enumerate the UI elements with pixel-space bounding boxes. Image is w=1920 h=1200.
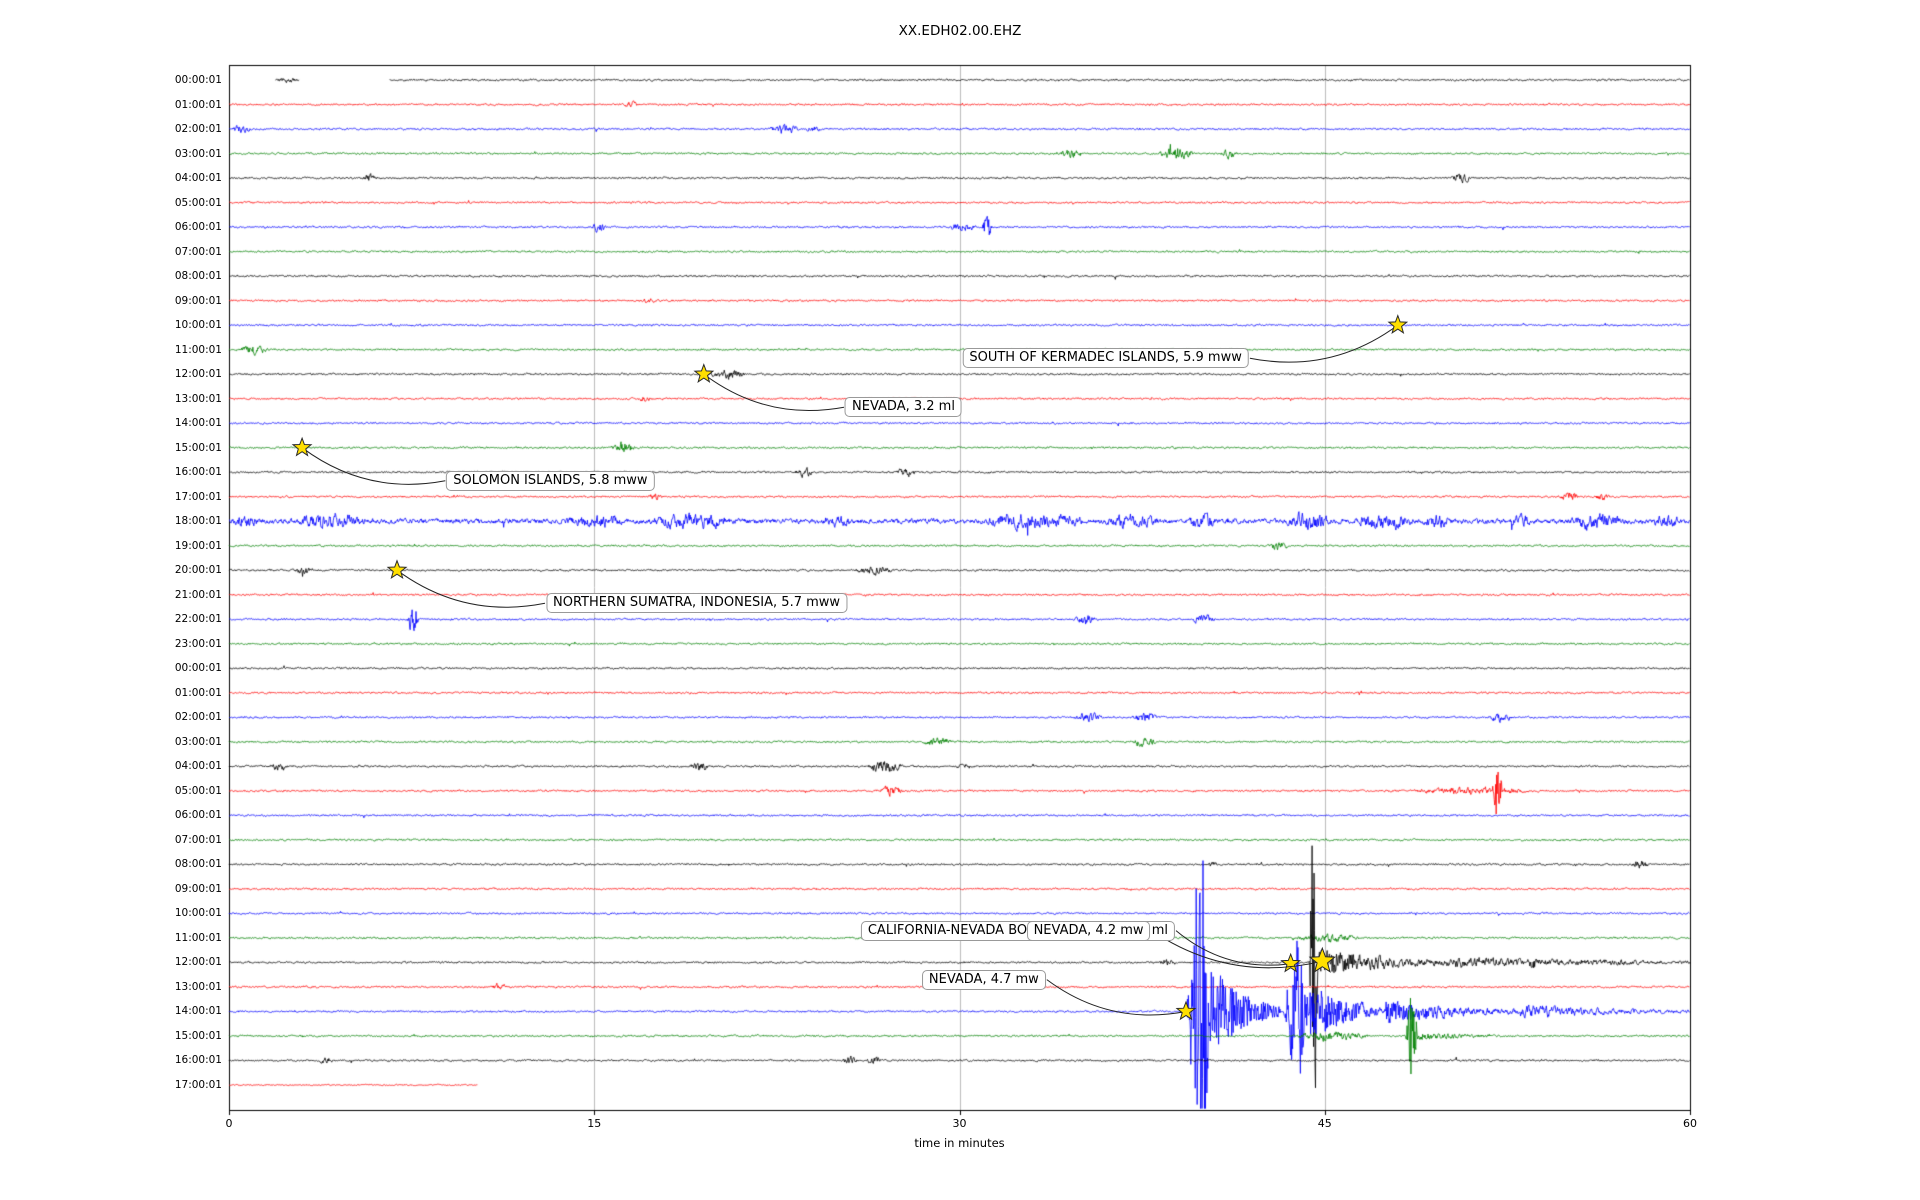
row-time-label: 23:00:01 bbox=[174, 637, 222, 650]
x-tick-label: 15 bbox=[587, 1117, 602, 1130]
row-time-label: 02:00:01 bbox=[174, 123, 222, 136]
row-time-label: 09:00:01 bbox=[174, 294, 222, 307]
row-time-label: 00:00:01 bbox=[174, 74, 222, 86]
event-label: NORTHERN SUMATRA, INDONESIA, 5.7 mww bbox=[545, 593, 848, 614]
event-label: SOUTH OF KERMADEC ISLANDS, 5.9 mww bbox=[962, 348, 1249, 369]
event-star bbox=[291, 436, 313, 457]
row-time-label: 05:00:01 bbox=[174, 196, 222, 209]
row-time-label: 17:00:01 bbox=[174, 490, 222, 503]
figure-title: XX.EDH02.00.EHZ bbox=[898, 23, 1022, 39]
row-time-label: 01:00:01 bbox=[174, 686, 222, 699]
event-label: SOLOMON ISLANDS, 5.8 mww bbox=[446, 470, 655, 491]
row-time-label: 05:00:01 bbox=[174, 784, 222, 797]
row-time-label: 16:00:01 bbox=[174, 466, 222, 479]
row-time-label: 02:00:01 bbox=[174, 711, 222, 724]
row-time-label: 14:00:01 bbox=[174, 1005, 222, 1018]
row-time-label: 08:00:01 bbox=[174, 270, 222, 283]
row-time-label: 15:00:01 bbox=[174, 1029, 222, 1042]
event-leader-line bbox=[1175, 930, 1291, 966]
row-time-label: 17:00:01 bbox=[174, 1079, 222, 1091]
row-time-label: 01:00:01 bbox=[174, 98, 222, 111]
row-time-label: 13:00:01 bbox=[174, 980, 222, 993]
x-tick-label: 30 bbox=[952, 1117, 967, 1130]
row-time-label: 03:00:01 bbox=[174, 735, 222, 748]
row-time-label: 06:00:01 bbox=[174, 809, 222, 822]
row-time-label: 08:00:01 bbox=[174, 858, 222, 871]
row-time-label: 19:00:01 bbox=[174, 539, 222, 552]
row-time-label: 12:00:01 bbox=[174, 368, 222, 381]
row-time-label: 11:00:01 bbox=[174, 931, 222, 944]
row-time-label: 06:00:01 bbox=[174, 221, 222, 234]
event-star bbox=[1308, 946, 1337, 973]
event-label: NEVADA, 4.2 mw bbox=[1026, 920, 1151, 941]
row-time-label: 00:00:01 bbox=[174, 662, 222, 675]
row-time-label: 04:00:01 bbox=[174, 172, 222, 185]
event-star bbox=[1175, 1000, 1197, 1021]
event-leader-line bbox=[703, 373, 845, 412]
row-time-label: 20:00:01 bbox=[174, 564, 222, 577]
event-star bbox=[1280, 952, 1302, 973]
row-time-label: 07:00:01 bbox=[174, 833, 222, 846]
row-time-label: 09:00:01 bbox=[174, 882, 222, 895]
event-star bbox=[1387, 314, 1409, 334]
event-label: NEVADA, 3.2 ml bbox=[845, 397, 962, 418]
row-time-label: 10:00:01 bbox=[174, 907, 222, 920]
x-tick-label: 60 bbox=[1683, 1117, 1697, 1130]
row-time-label: 16:00:01 bbox=[174, 1054, 222, 1067]
row-time-label: 13:00:01 bbox=[174, 392, 222, 405]
x-tick-label: 45 bbox=[1317, 1117, 1332, 1130]
row-time-label: 21:00:01 bbox=[174, 588, 222, 601]
event-star bbox=[693, 363, 715, 383]
row-time-label: 18:00:01 bbox=[174, 515, 222, 528]
row-time-label: 11:00:01 bbox=[174, 343, 222, 356]
event-label: NEVADA, 4.7 mw bbox=[921, 969, 1046, 990]
event-leader-line bbox=[396, 569, 546, 608]
row-time-label: 10:00:01 bbox=[174, 319, 222, 332]
x-tick-label: 0 bbox=[225, 1117, 233, 1130]
event-leader-line bbox=[301, 447, 446, 485]
event-leader-line bbox=[1249, 324, 1399, 363]
row-time-label: 04:00:01 bbox=[174, 760, 222, 773]
row-time-label: 03:00:01 bbox=[174, 147, 222, 160]
row-time-label: 07:00:01 bbox=[174, 245, 222, 258]
row-time-label: 14:00:01 bbox=[174, 417, 222, 430]
row-time-label: 15:00:01 bbox=[174, 441, 222, 454]
event-leader-line bbox=[1046, 979, 1187, 1016]
x-axis-title: time in minutes bbox=[914, 1136, 1005, 1150]
row-time-label: 12:00:01 bbox=[174, 956, 222, 969]
event-leader-line bbox=[1151, 930, 1323, 969]
row-time-label: 22:00:01 bbox=[174, 613, 222, 626]
event-star bbox=[386, 559, 408, 580]
